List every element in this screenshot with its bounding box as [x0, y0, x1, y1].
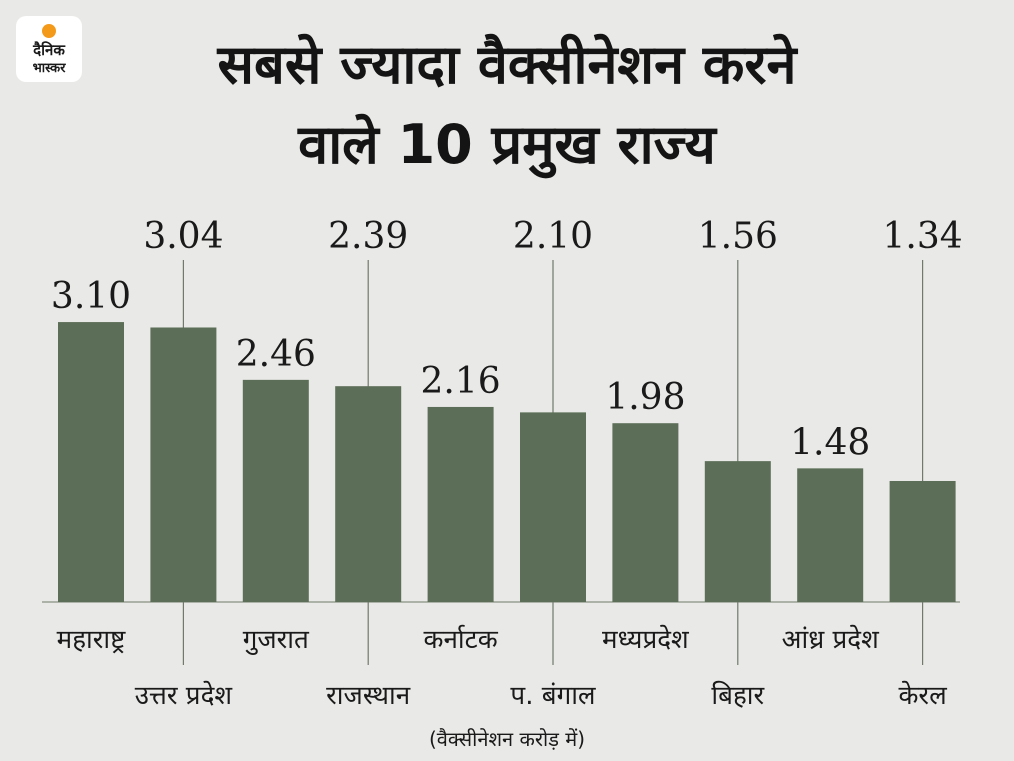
category-label: गुजरात [243, 625, 310, 655]
category-label: बिहार [711, 680, 765, 711]
bar [58, 322, 124, 602]
category-label: उत्तर प्रदेश [135, 680, 234, 711]
chart-title-line-1: सबसे ज्यादा वैक्सीनेशन करने [217, 33, 797, 96]
value-label: 1.98 [605, 377, 685, 418]
bar [335, 386, 402, 602]
category-label: केरल [898, 680, 947, 711]
bar [150, 327, 217, 602]
chart-title-line-2: वाले 10 प्रमुख राज्य [298, 113, 716, 176]
value-label: 2.46 [236, 334, 316, 375]
brand-logo: दैनिक भास्कर [16, 16, 82, 82]
value-label: 2.39 [328, 216, 408, 257]
category-label: मध्यप्रदेश [602, 624, 690, 655]
category-label: राजस्थान [326, 681, 411, 711]
sun-dot-icon [42, 24, 56, 38]
value-label: 1.56 [698, 216, 778, 257]
value-label: 1.34 [883, 216, 963, 257]
brand-name-line2: भास्कर [32, 61, 66, 76]
unit-note: (वैक्सीनेशन करोड़ में) [428, 727, 586, 751]
value-label: 2.16 [421, 361, 501, 402]
bar [520, 412, 586, 602]
value-label: 3.04 [143, 216, 223, 257]
bar [797, 468, 864, 602]
bar [427, 406, 494, 602]
bar [612, 423, 679, 602]
category-label: आंध्र प्रदेश [782, 624, 880, 655]
value-label: 3.10 [51, 276, 131, 317]
bar [889, 480, 956, 602]
value-label: 2.10 [513, 216, 593, 257]
bar [704, 461, 771, 602]
category-label: प. बंगाल [510, 681, 596, 711]
brand-name-line1: दैनिक [33, 41, 65, 59]
value-label: 1.48 [790, 422, 870, 463]
category-label: कर्नाटक [423, 624, 498, 655]
bar [242, 379, 309, 602]
category-label: महाराष्ट्र [57, 625, 126, 655]
